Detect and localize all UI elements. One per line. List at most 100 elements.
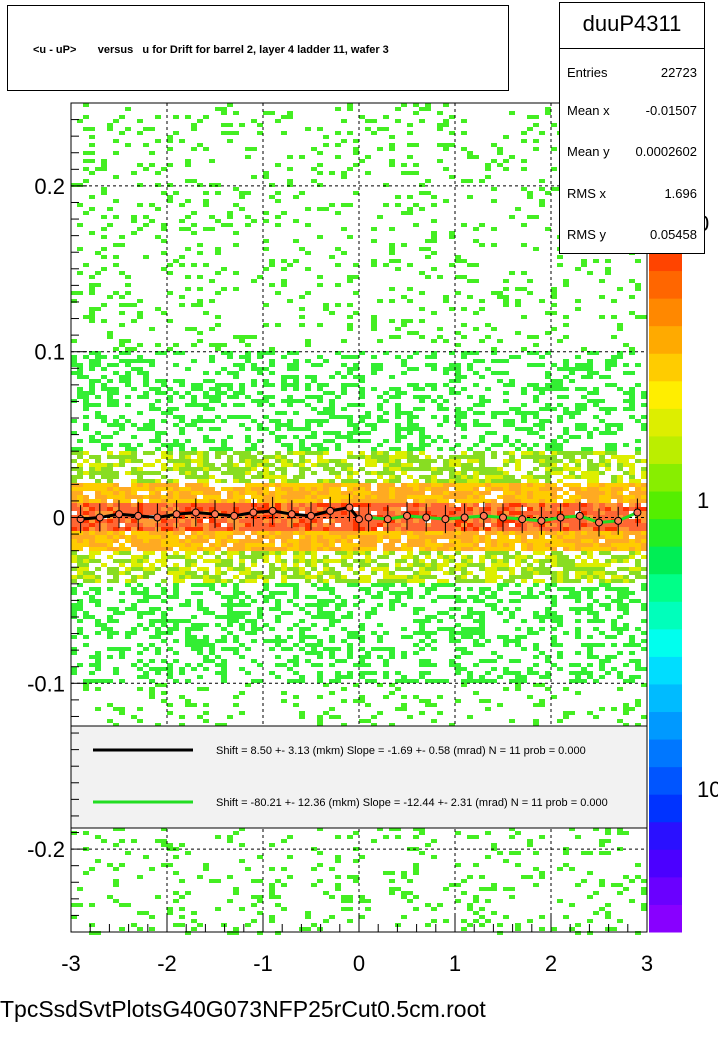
heatmap-cell (233, 695, 239, 699)
heatmap-cell (545, 659, 551, 663)
heatmap-cell (365, 655, 371, 659)
heatmap-cell (215, 455, 221, 459)
heatmap-cell (203, 403, 209, 407)
heatmap-cell (437, 407, 443, 411)
heatmap-cell (383, 391, 389, 395)
heatmap-cell (203, 703, 209, 707)
heatmap-cell (299, 503, 305, 507)
heatmap-cell (293, 571, 299, 575)
heatmap-cell (515, 287, 521, 291)
heatmap-cell (233, 499, 239, 503)
heatmap-cell (467, 487, 473, 491)
heatmap-cell (287, 167, 293, 171)
heatmap-cell (239, 123, 245, 127)
heatmap-cell (491, 563, 497, 567)
heatmap-cell (227, 215, 233, 219)
heatmap-cell (401, 519, 407, 523)
heatmap-cell (71, 667, 77, 671)
heatmap-cell (419, 631, 425, 635)
heatmap-cell (281, 591, 287, 595)
heatmap-cell (161, 551, 167, 555)
heatmap-cell (209, 575, 215, 579)
heatmap-cell (179, 571, 185, 575)
heatmap-cell (275, 551, 281, 555)
heatmap-cell (185, 503, 191, 507)
heatmap-cell (443, 555, 449, 559)
heatmap-cell (167, 511, 173, 515)
heatmap-cell (251, 579, 257, 583)
heatmap-cell (179, 499, 185, 503)
heatmap-cell (443, 595, 449, 599)
heatmap-cell (323, 599, 329, 603)
heatmap-cell (167, 139, 173, 143)
heatmap-cell (143, 663, 149, 667)
heatmap-cell (119, 571, 125, 575)
heatmap-cell (317, 559, 323, 563)
heatmap-cell (143, 423, 149, 427)
heatmap-cell (335, 859, 341, 863)
heatmap-cell (275, 675, 281, 679)
heatmap-cell (401, 871, 407, 875)
heatmap-cell (263, 503, 269, 507)
heatmap-cell (371, 363, 377, 367)
heatmap-cell (485, 475, 491, 479)
heatmap-cell (479, 223, 485, 227)
heatmap-cell (209, 647, 215, 651)
heatmap-cell (215, 343, 221, 347)
heatmap-cell (353, 191, 359, 195)
heatmap-cell (179, 667, 185, 671)
heatmap-cell (215, 251, 221, 255)
heatmap-cell (329, 615, 335, 619)
heatmap-cell (71, 587, 77, 591)
heatmap-cell (359, 659, 365, 663)
heatmap-cell (485, 487, 491, 491)
heatmap-cell (467, 491, 473, 495)
heatmap-cell (539, 483, 545, 487)
heatmap-cell (125, 351, 131, 355)
heatmap-cell (479, 643, 485, 647)
heatmap-cell (461, 635, 467, 639)
heatmap-cell (311, 527, 317, 531)
heatmap-cell (113, 363, 119, 367)
heatmap-cell (443, 523, 449, 527)
heatmap-cell (245, 519, 251, 523)
heatmap-cell (377, 579, 383, 583)
heatmap-cell (419, 563, 425, 567)
heatmap-cell (461, 275, 467, 279)
heatmap-cell (269, 259, 275, 263)
heatmap-cell (563, 427, 569, 431)
heatmap-cell (425, 503, 431, 507)
heatmap-cell (233, 635, 239, 639)
heatmap-cell (209, 475, 215, 479)
heatmap-cell (401, 675, 407, 679)
heatmap-cell (311, 147, 317, 151)
heatmap-cell (83, 159, 89, 163)
heatmap-cell (389, 511, 395, 515)
heatmap-cell (95, 663, 101, 667)
heatmap-cell (389, 455, 395, 459)
heatmap-cell (443, 579, 449, 583)
heatmap-cell (425, 571, 431, 575)
heatmap-cell (359, 439, 365, 443)
heatmap-cell (185, 463, 191, 467)
heatmap-cell (371, 239, 377, 243)
heatmap-cell (233, 567, 239, 571)
heatmap-cell (77, 223, 83, 227)
heatmap-cell (335, 835, 341, 839)
heatmap-cell (401, 463, 407, 467)
heatmap-cell (317, 599, 323, 603)
heatmap-cell (209, 543, 215, 547)
heatmap-cell (101, 535, 107, 539)
heatmap-cell (395, 479, 401, 483)
heatmap-cell (107, 479, 113, 483)
heatmap-cell (359, 511, 365, 515)
heatmap-cell (509, 507, 515, 511)
heatmap-cell (137, 539, 143, 543)
heatmap-cell (485, 855, 491, 859)
heatmap-cell (239, 499, 245, 503)
heatmap-cell (287, 263, 293, 267)
heatmap-cell (251, 119, 257, 123)
heatmap-cell (401, 567, 407, 571)
heatmap-cell (197, 299, 203, 303)
heatmap-cell (149, 403, 155, 407)
